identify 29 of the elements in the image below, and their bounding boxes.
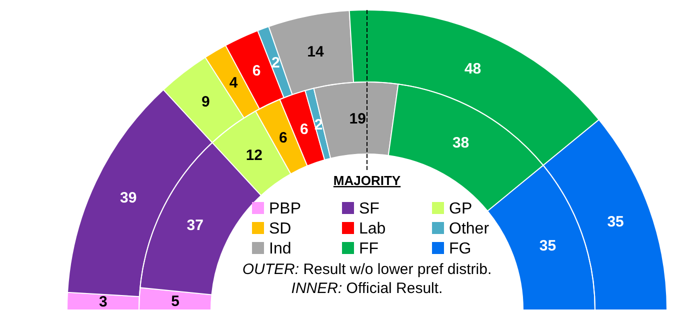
data-label: 6	[252, 62, 261, 80]
data-label: 5	[171, 292, 180, 310]
data-label: 39	[120, 189, 137, 206]
data-label: 3	[98, 293, 108, 310]
data-label: 19	[349, 110, 366, 128]
text: MAJORITY	[333, 173, 401, 188]
legend-label: PBP	[269, 200, 302, 218]
data-label: 38	[452, 134, 470, 152]
legend-label: SD	[269, 220, 292, 238]
legend-label: GP	[449, 200, 472, 218]
data-label: 35	[539, 238, 556, 255]
data-label: 4	[229, 74, 238, 92]
data-label: 48	[464, 60, 482, 78]
legend-label: Lab	[359, 220, 386, 238]
legend-label: Ind	[269, 240, 292, 258]
data-label: 37	[186, 216, 204, 234]
data-label: 14	[307, 43, 324, 60]
legend-label: FG	[449, 240, 472, 258]
data-label: 12	[246, 146, 262, 164]
data-label: 2	[271, 54, 280, 72]
legend-label: Other	[449, 220, 490, 238]
data-label: 9	[201, 93, 210, 110]
data-label: 6	[300, 120, 308, 138]
legend-label: FF	[359, 240, 379, 258]
text: OUTER: Result w/o lower pref distrib.	[242, 261, 492, 278]
text: INNER: Official Result.	[291, 280, 443, 297]
data-label: 6	[279, 130, 288, 146]
legend-label: SF	[359, 200, 380, 218]
data-label: 35	[607, 213, 624, 230]
